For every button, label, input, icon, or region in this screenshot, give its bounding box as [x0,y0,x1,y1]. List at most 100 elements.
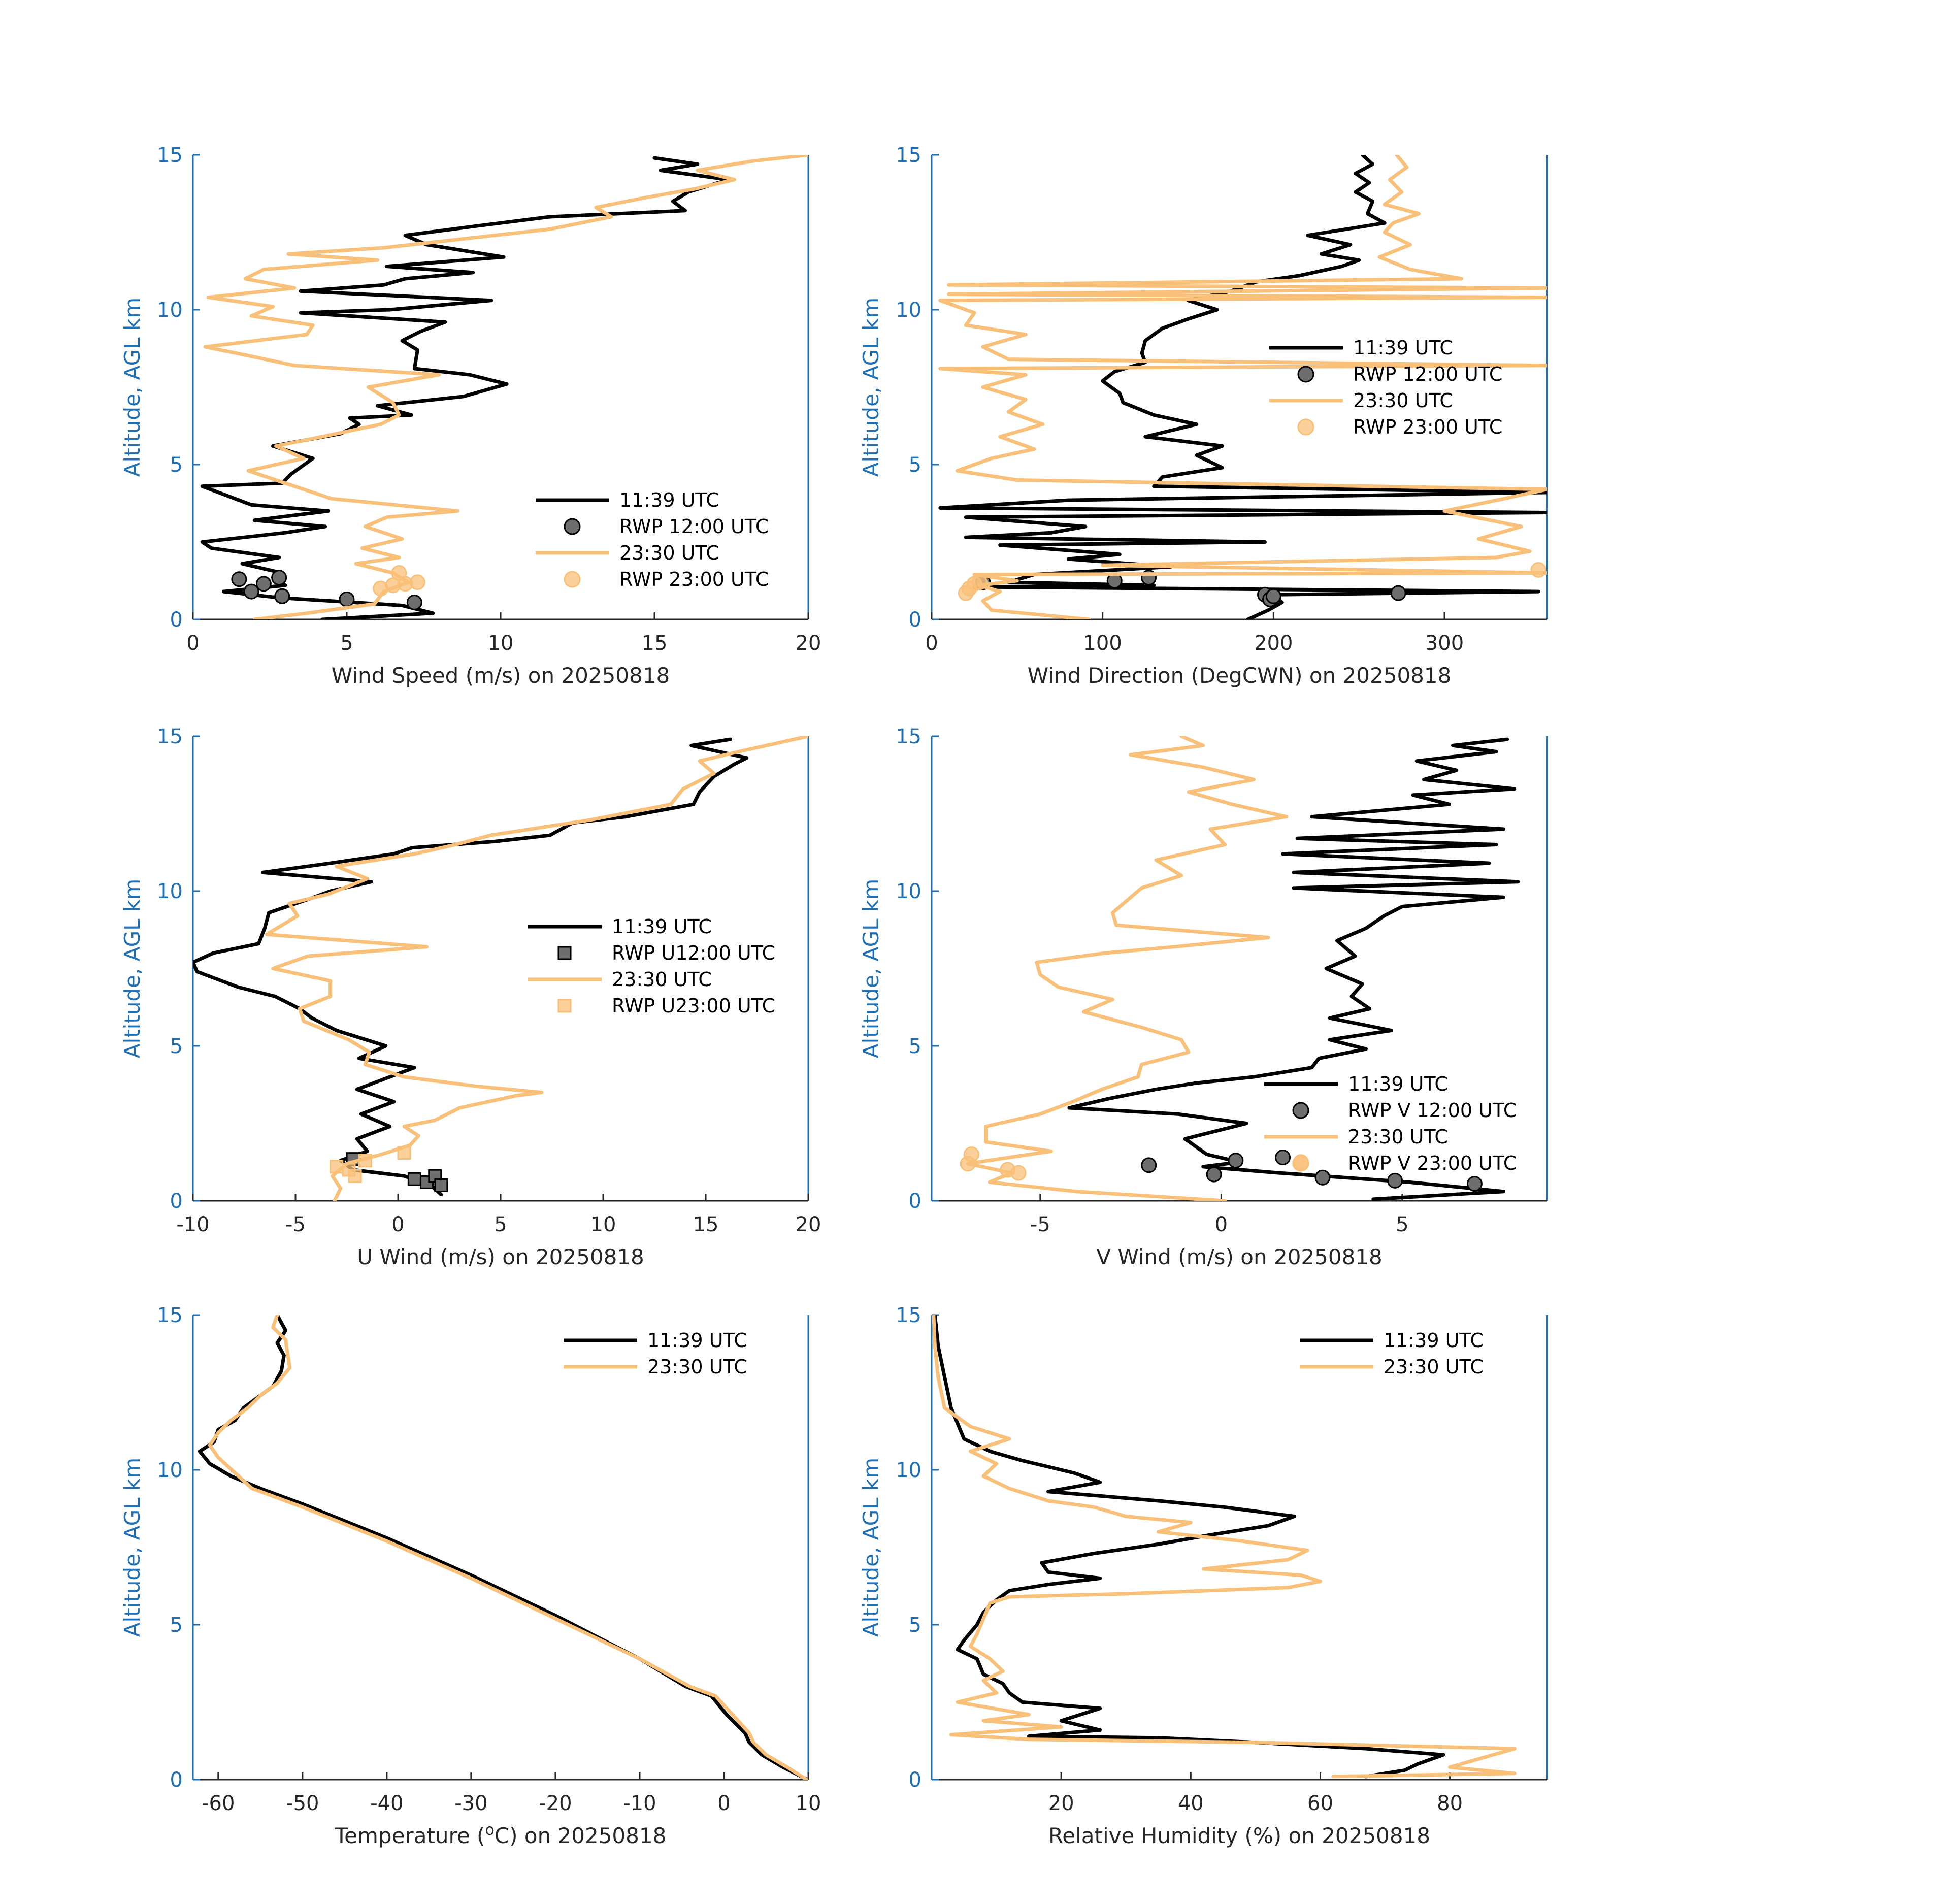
y-axis-label: Altitude, AGL km [120,879,145,1058]
x-tick-label: -50 [286,1792,319,1815]
x-tick-label: 200 [1254,632,1293,655]
chart-temperature: 0 5 10 15 -60 -50 -40 -30 -20 -10 0 10 Temperature (… [120,1304,821,1848]
x-tick-label: 100 [1083,632,1122,655]
data-point [963,1146,979,1162]
data-point [274,588,290,604]
x-tick-label: 10 [796,1792,821,1815]
x-tick-label: -5 [1030,1213,1050,1236]
legend-label: RWP V 23:00 UTC [1348,1152,1517,1174]
x-tick-label: 10 [590,1213,616,1236]
data-point [1466,1175,1483,1192]
x-tick-label: 0 [925,632,938,655]
y-axis-label: Altitude, AGL km [859,879,883,1058]
legend-label: RWP 12:00 UTC [1353,363,1502,385]
x-tick-label: 0 [717,1792,730,1815]
data-point [231,571,247,587]
data-point [271,570,287,586]
x-tick-label: 15 [642,632,668,655]
legend-marker [564,518,581,535]
legend-label: RWP U23:00 UTC [612,995,775,1017]
y-tick-label: 0 [909,1768,921,1792]
x-tick-label: -20 [539,1792,572,1815]
x-axis-label: Temperature (oC) on 20250818 [335,1821,667,1848]
y-tick-label: 10 [896,299,921,322]
data-point [339,591,355,607]
y-tick-label: 15 [896,1304,921,1327]
x-tick-label: 20 [796,632,821,655]
chart-wind-speed: 0 5 10 15 0 5 10 15 20 Wind Speed (m/s) on 202508… [120,144,821,688]
x-tick-label: 15 [693,1213,719,1236]
data-point [255,576,272,592]
series-line [208,1315,808,1780]
data-point [1530,562,1546,578]
y-tick-label: 10 [896,880,921,903]
x-tick-label: 40 [1178,1792,1204,1815]
data-point [243,583,259,600]
y-axis-label: Altitude, AGL km [120,1458,145,1637]
x-tick-label: 80 [1437,1792,1463,1815]
legend-label: 11:39 UTC [647,1329,747,1352]
x-tick-label: -10 [176,1213,209,1236]
x-axis-label: Relative Humidity (%) on 20250818 [1048,1823,1430,1848]
legend-marker [557,946,572,960]
data-point [1206,1166,1222,1183]
y-tick-label: 10 [896,1459,921,1482]
data-point [1314,1169,1331,1186]
data-point [406,594,422,610]
x-tick-label: 0 [1215,1213,1228,1236]
y-axis-label: Altitude, AGL km [859,1458,883,1637]
x-axis-label: V Wind (m/s) on 20250818 [1096,1244,1383,1269]
legend-label: 11:39 UTC [1384,1329,1484,1352]
x-axis-label: U Wind (m/s) on 20250818 [357,1244,644,1269]
data-point [434,1178,448,1192]
data-point [1010,1165,1027,1181]
legend-label: RWP U12:00 UTC [612,942,775,964]
x-tick-label: -10 [623,1792,656,1815]
legend-marker [564,571,581,588]
y-tick-label: 5 [909,1035,921,1058]
series-line [200,156,730,619]
y-tick-label: 10 [157,880,183,903]
legend: 11:39 UTC RWP U12:00 UTC 23:30 UTC RWP U23:… [528,915,775,1017]
chart-wind-direction: 0 5 10 15 0 100 200 300 Wind Direction (DegCWN) … [859,144,1548,688]
y-tick-label: 0 [909,608,921,632]
y-axis-label: Altitude, AGL km [120,298,145,477]
legend-marker [1292,1102,1309,1119]
series-line [198,1315,808,1780]
data-point [397,1145,411,1160]
data-point [1141,1157,1157,1173]
legend-label: 11:39 UTC [619,489,719,511]
x-tick-label: 0 [391,1213,404,1236]
x-axis-label: Wind Speed (m/s) on 20250818 [332,663,670,688]
legend-label: 11:39 UTC [1348,1073,1448,1095]
legend-label: 11:39 UTC [612,915,712,938]
y-tick-label: 0 [170,1768,183,1792]
legend: 11:39 UTC RWP V 12:00 UTC 23:30 UTC RWP V 2… [1264,1073,1517,1174]
data-point [1265,588,1281,604]
x-axis-label: Wind Direction (DegCWN) on 20250818 [1028,663,1452,688]
y-tick-label: 5 [909,453,921,477]
series-line [938,155,1547,619]
y-tick-label: 15 [157,1304,183,1327]
chart-relative-humidity: 0 5 10 15 20 40 60 80 Relative Humidity (%) on 2… [859,1304,1548,1848]
data-point [348,1169,362,1183]
x-tick-label: -40 [370,1792,403,1815]
x-tick-label: 5 [1396,1213,1408,1236]
series-line [932,1315,1517,1779]
y-tick-label: 15 [157,144,183,167]
legend: 11:39 UTC RWP 12:00 UTC 23:30 UTC RWP 23:00… [1269,337,1502,438]
series-line [933,1315,1445,1779]
legend: 11:39 UTC RWP 12:00 UTC 23:30 UTC RWP 23:00… [536,489,769,590]
series-line [1067,737,1520,1201]
legend-label: 23:30 UTC [619,542,719,564]
legend-label: RWP 23:00 UTC [619,568,769,590]
y-tick-label: 5 [170,453,183,477]
legend-label: 11:39 UTC [1353,337,1453,359]
x-tick-label: 5 [494,1213,507,1236]
legend-label: RWP V 12:00 UTC [1348,1099,1517,1122]
series-line [203,155,808,619]
x-tick-label: 10 [488,632,514,655]
x-tick-label: 5 [340,632,353,655]
y-axis-label: Altitude, AGL km [859,298,883,477]
